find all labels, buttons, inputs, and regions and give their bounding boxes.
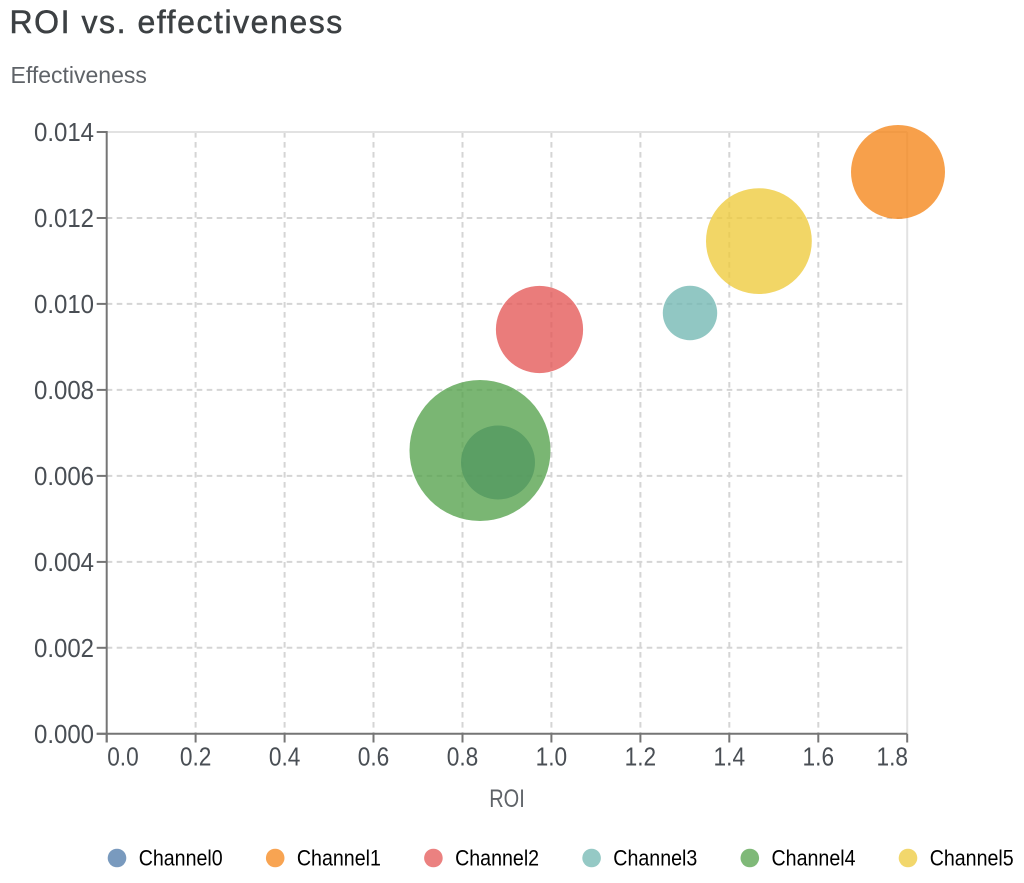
svg-text:0.006: 0.006 bbox=[34, 463, 94, 491]
svg-text:0.6: 0.6 bbox=[358, 744, 390, 772]
svg-text:0.2: 0.2 bbox=[180, 744, 212, 772]
svg-text:1.2: 1.2 bbox=[625, 744, 657, 772]
svg-text:0.000: 0.000 bbox=[34, 721, 94, 749]
svg-text:1.8: 1.8 bbox=[877, 744, 909, 772]
svg-text:0.014: 0.014 bbox=[34, 119, 94, 147]
svg-text:Channel3: Channel3 bbox=[613, 846, 697, 871]
svg-text:0.4: 0.4 bbox=[269, 744, 301, 772]
svg-text:Channel5: Channel5 bbox=[930, 846, 1014, 871]
svg-text:ROI: ROI bbox=[489, 785, 525, 813]
svg-text:Channel4: Channel4 bbox=[772, 846, 856, 871]
svg-text:0.008: 0.008 bbox=[34, 377, 94, 405]
svg-text:Channel1: Channel1 bbox=[297, 846, 381, 871]
svg-text:0.002: 0.002 bbox=[34, 635, 94, 663]
svg-text:Channel2: Channel2 bbox=[455, 846, 539, 871]
svg-text:0.010: 0.010 bbox=[34, 291, 94, 319]
svg-text:Effectiveness: Effectiveness bbox=[11, 62, 147, 88]
svg-text:ROI vs. effectiveness: ROI vs. effectiveness bbox=[10, 4, 344, 40]
svg-text:1.0: 1.0 bbox=[536, 744, 568, 772]
svg-text:Channel0: Channel0 bbox=[139, 846, 223, 871]
svg-text:0.0: 0.0 bbox=[107, 744, 139, 772]
svg-text:0.004: 0.004 bbox=[34, 549, 94, 577]
svg-text:1.6: 1.6 bbox=[803, 744, 835, 772]
svg-text:0.8: 0.8 bbox=[447, 744, 479, 772]
svg-text:0.012: 0.012 bbox=[34, 205, 94, 233]
svg-text:1.4: 1.4 bbox=[714, 744, 746, 772]
